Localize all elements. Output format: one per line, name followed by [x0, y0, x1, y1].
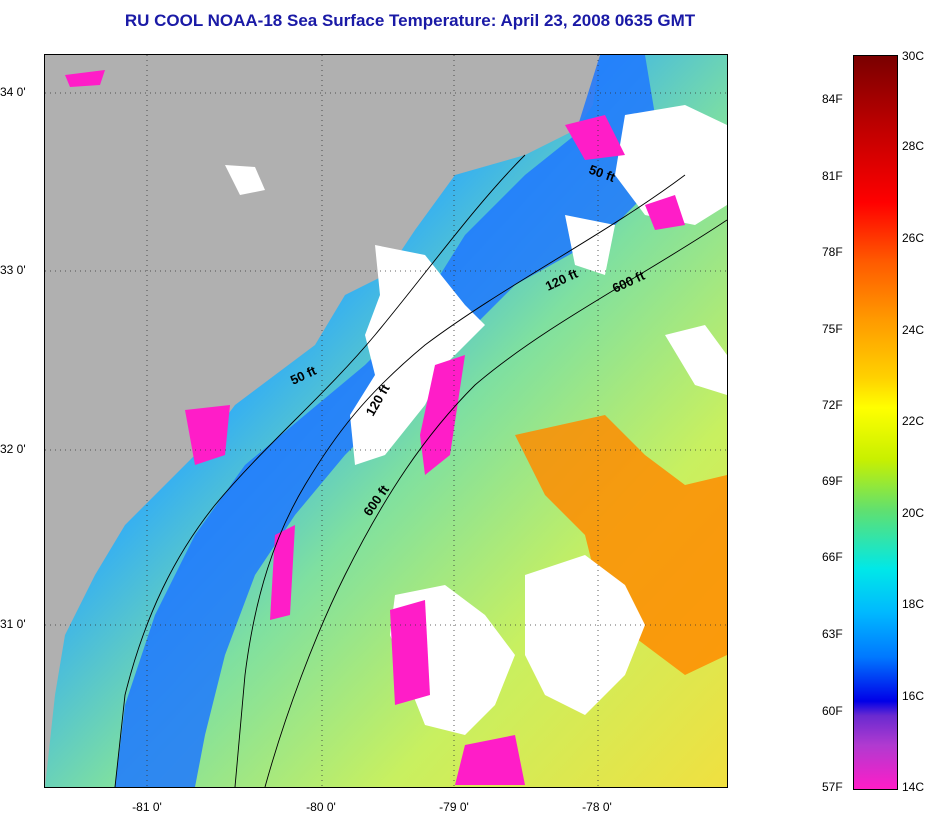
colorbar-celsius-label: 28C — [902, 139, 925, 153]
colorbar-fahrenheit-label: 69F — [822, 474, 843, 488]
bathymetry-contours — [114, 154, 727, 787]
colorbar-fahrenheit-label: 60F — [822, 704, 843, 718]
latitude-label: 34 0' — [0, 85, 26, 99]
colorbar-celsius-label: 30C — [902, 49, 925, 63]
temperature-colorbar — [853, 55, 898, 790]
latitude-label: 31 0' — [0, 617, 26, 631]
longitude-label: -78 0' — [582, 800, 612, 814]
colorbar-celsius-label: 24C — [902, 323, 925, 337]
nearshore-cool-band — [115, 55, 665, 787]
colorbar-celsius-label: 16C — [902, 689, 925, 703]
colorbar-fahrenheit-label: 66F — [822, 550, 843, 564]
colorbar-fahrenheit-label: 75F — [822, 322, 843, 336]
sst-map[interactable]: 50 ft 120 ft 600 ft 50 ft 120 ft 600 ft — [44, 54, 728, 788]
colorbar-celsius-label: 20C — [902, 506, 925, 520]
warm-gulf-stream-area — [515, 415, 727, 675]
map-title: RU COOL NOAA-18 Sea Surface Temperature:… — [124, 11, 696, 30]
latitude-label: 32 0' — [0, 442, 26, 456]
colorbar-celsius-label: 14C — [902, 780, 925, 794]
colorbar-fahrenheit-label: 72F — [822, 398, 843, 412]
latitude-label: 33 0' — [0, 263, 26, 277]
colorbar-fahrenheit-label: 78F — [822, 245, 843, 259]
colorbar-celsius-label: 26C — [902, 231, 925, 245]
longitude-label: -79 0' — [439, 800, 469, 814]
colorbar-celsius-label: 18C — [902, 597, 925, 611]
colorbar-celsius-label: 22C — [902, 414, 925, 428]
colorbar-fahrenheit-label: 81F — [822, 169, 843, 183]
colorbar-fahrenheit-label: 63F — [822, 627, 843, 641]
longitude-label: -80 0' — [306, 800, 336, 814]
graticule — [45, 55, 727, 787]
colorbar-fahrenheit-label: 57F — [822, 780, 843, 794]
sst-map-canvas: 50 ft 120 ft 600 ft 50 ft 120 ft 600 ft — [45, 55, 727, 787]
land-mass — [45, 55, 600, 787]
longitude-label: -81 0' — [132, 800, 162, 814]
colorbar-fahrenheit-label: 84F — [822, 92, 843, 106]
